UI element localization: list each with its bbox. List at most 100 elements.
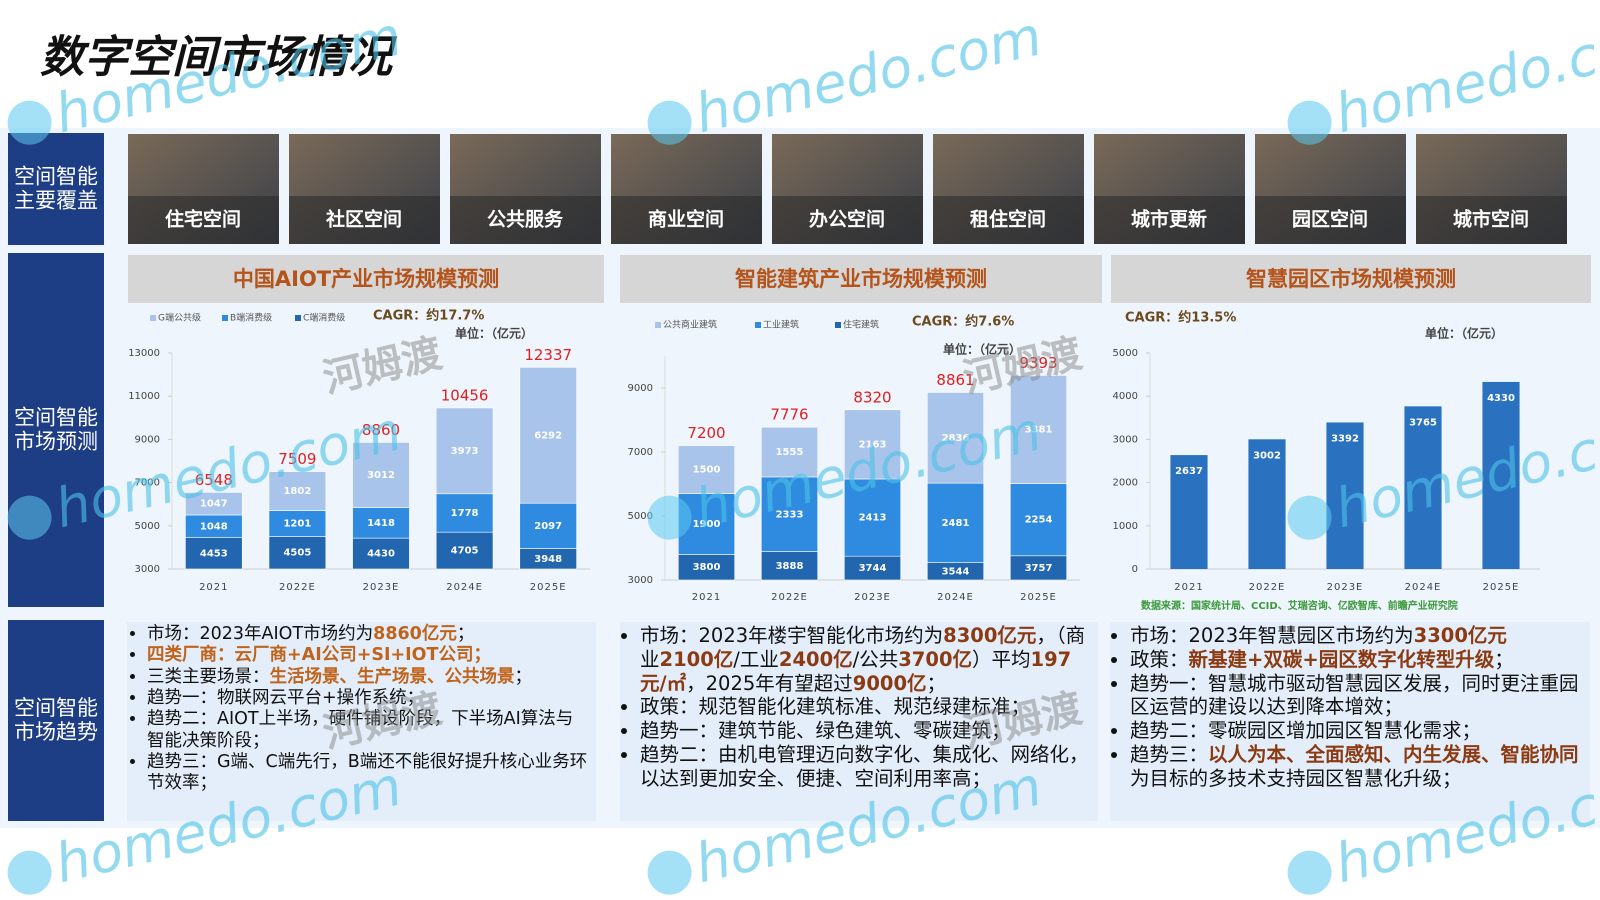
tile-label: 办公空间: [809, 208, 885, 231]
tile-label: 商业空间: [648, 208, 724, 231]
bullet: 市场：2023年智慧园区市场约为3300亿元: [1130, 624, 1584, 648]
x-tick-label: 2023E: [854, 592, 891, 603]
bullet: 三类主要场景：生活场景、生产场景、公共场景；: [147, 667, 590, 688]
legend-swatch: [835, 322, 841, 328]
bullet: 政策：新基建+双碳+园区数字化转型升级；: [1130, 648, 1584, 672]
bullet: 趋势二：由机电管理迈向数字化、集成化、网络化，以达到更加安全、便捷、空间利用率高…: [640, 743, 1092, 791]
y-tick-label: 0: [1132, 564, 1138, 575]
bullet: 趋势一：物联网云平台+操作系统；: [147, 688, 590, 709]
y-tick-label: 4000: [1113, 391, 1138, 402]
bar-segment: [268, 536, 327, 570]
bullet-text: ；: [1494, 647, 1514, 671]
total-label: 9393: [1019, 354, 1057, 372]
bar-segment: [677, 554, 736, 581]
y-tick-label: 3000: [135, 564, 160, 575]
tile-caption-bg: [1416, 196, 1567, 244]
bar-segment: [352, 507, 410, 539]
cagr: CAGR：约17.7%: [373, 308, 484, 324]
unit: 单位：（亿元）: [455, 326, 533, 341]
text-block: 市场：2023年楼宇智能化市场约为8300亿元，（商业2100亿/工业2400亿…: [620, 622, 1098, 821]
y-tick-label: 1000: [1113, 521, 1138, 532]
section-box: [8, 133, 104, 245]
bullet-list: 市场：2023年楼宇智能化市场约为8300亿元，（商业2100亿/工业2400亿…: [624, 624, 1092, 790]
bullet: 市场：2023年AIOT市场约为8860亿元；: [147, 624, 590, 645]
tile-label: 园区空间: [1292, 208, 1368, 231]
y-tick-label: 5000: [1113, 348, 1138, 359]
bullet-text: ；: [926, 671, 947, 695]
x-tick-label: 2024E: [937, 592, 974, 603]
bullet-text: 趋势二：AIOT上半场，硬件铺设阶段，下半场AI算法与智能决策阶段；: [147, 709, 574, 751]
x-tick-label: 2025E: [530, 582, 567, 593]
data-label: 2481: [942, 518, 970, 529]
bullet: 政策：规范智能化建筑标准、规范绿建标准；: [640, 695, 1092, 719]
bar: [1404, 406, 1442, 569]
x-tick-label: 2025E: [1020, 592, 1057, 603]
bar-segment: [352, 537, 410, 570]
bar: [1326, 422, 1364, 569]
data-label: 2163: [859, 439, 887, 450]
bullet-text: 趋势一：物联网云平台+操作系统；: [147, 688, 425, 709]
highlight-text: 9000亿: [852, 671, 927, 695]
y-tick-label: 5000: [135, 521, 160, 532]
bullet-text: ，（商业: [640, 624, 1086, 671]
bar-segment: [843, 409, 902, 480]
tile-label: 公共服务: [487, 208, 564, 231]
bar: [1170, 455, 1208, 569]
y-tick-label: 9000: [135, 434, 160, 445]
data-label: 3002: [1253, 450, 1281, 461]
bar-segment: [760, 426, 819, 478]
data-label: 3973: [451, 446, 479, 457]
total-label: 7509: [278, 450, 316, 468]
bullet-text: 为目标的多技术支持园区智慧化升级；: [1130, 766, 1462, 790]
data-label: 3381: [1025, 425, 1053, 436]
data-label: 3765: [1409, 417, 1437, 428]
bar-segment: [1009, 555, 1068, 581]
tile-caption-bg: [1255, 196, 1406, 244]
bar-segment: [268, 471, 327, 511]
bar-segment: [519, 367, 577, 504]
bullet-text: 三类主要场景：: [147, 666, 270, 687]
bullet: 趋势三：G端、C端先行，B端还不能很好提升核心业务环节效率；: [147, 752, 590, 795]
data-label: 1778: [451, 508, 479, 519]
bar-segment: [185, 492, 243, 516]
y-tick-label: 9000: [628, 383, 653, 394]
total-label: 10456: [441, 386, 489, 404]
section-box: [8, 253, 104, 607]
total-label: 8860: [362, 421, 400, 439]
x-tick-label: 2022E: [1249, 582, 1286, 593]
data-label: 2254: [1025, 515, 1053, 526]
data-label: 1048: [200, 521, 228, 532]
bar: [1248, 439, 1286, 569]
legend-swatch: [150, 315, 156, 321]
tile-caption-bg: [772, 196, 923, 244]
data-label: 2836: [942, 433, 970, 444]
data-label: 3800: [693, 562, 721, 573]
tile-label: 城市空间: [1453, 208, 1529, 231]
legend-swatch: [295, 315, 301, 321]
tile-label: 城市更新: [1131, 208, 1207, 231]
highlight-text: 3700亿: [898, 647, 973, 671]
unit: 单位：（亿元）: [943, 342, 1021, 357]
cagr: CAGR：约7.6%: [912, 314, 1014, 330]
highlight-text: 197元/㎡: [640, 647, 1072, 695]
highlight-text: 新基建+双碳+园区数字化转型升级: [1188, 647, 1495, 671]
chart-title: 中国AIOT产业市场规模预测: [233, 267, 499, 291]
slide-title: 数字空间市场情况: [40, 32, 398, 83]
y-tick-label: 13000: [128, 348, 160, 359]
x-tick-label: 2022E: [279, 582, 316, 593]
chart-title: 智能建筑产业市场规模预测: [735, 267, 987, 291]
y-tick-label: 7000: [628, 447, 653, 458]
data-label: 1418: [367, 518, 395, 529]
bullet-text: 政策：规范智能化建筑标准、规范绿建标准；: [640, 695, 1031, 719]
chart-title: 智慧园区市场规模预测: [1246, 267, 1456, 291]
data-label: 1500: [693, 465, 721, 476]
bar-segment: [926, 392, 985, 484]
total-label: 7776: [770, 406, 808, 424]
text-block: 市场：2023年智慧园区市场约为3300亿元政策：新基建+双碳+园区数字化转型升…: [1110, 622, 1590, 821]
y-tick-label: 3000: [1113, 434, 1138, 445]
data-label: 3948: [534, 554, 562, 565]
data-label: 3544: [942, 566, 970, 577]
bullet-text: /工业: [733, 647, 779, 671]
x-tick-label: 2025E: [1483, 582, 1520, 593]
total-label: 7200: [687, 424, 725, 442]
